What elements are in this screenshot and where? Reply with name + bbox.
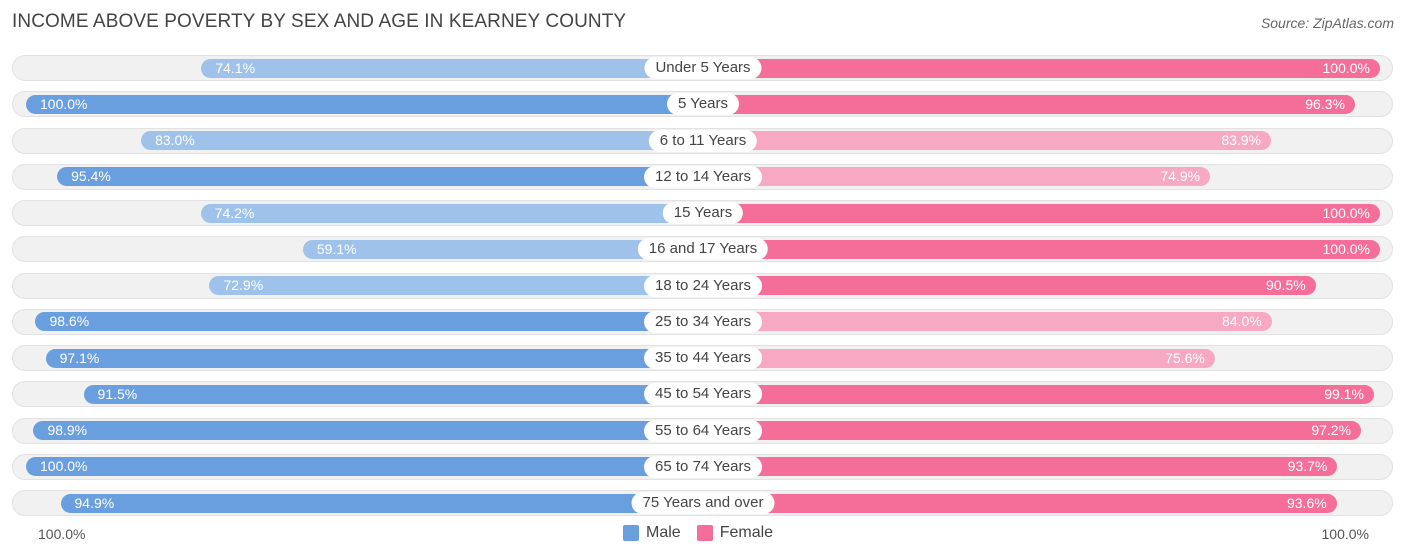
axis-left-label: 100.0%	[38, 526, 86, 542]
bar-female[interactable]	[703, 421, 1362, 440]
category-label: 65 to 74 Years	[644, 455, 762, 478]
bar-male[interactable]	[83, 384, 703, 404]
legend: Male Female	[623, 524, 789, 542]
category-label: 55 to 64 Years	[644, 419, 762, 442]
legend-swatch-male	[623, 525, 639, 541]
bar-female[interactable]	[703, 203, 1380, 223]
category-label: 18 to 24 Years	[644, 274, 762, 297]
bar-female[interactable]	[703, 276, 1316, 295]
bar-female[interactable]	[703, 167, 1211, 187]
category-label: 12 to 14 Years	[644, 165, 762, 188]
bar-female[interactable]	[703, 457, 1338, 477]
bar-female[interactable]	[703, 493, 1337, 513]
source-label: Source: ZipAtlas.com	[1260, 15, 1394, 31]
bar-label-female: 100.0%	[1322, 240, 1370, 257]
bar-label-female: 83.9%	[1221, 132, 1262, 148]
bar-male[interactable]	[45, 348, 703, 368]
bar-label-male: 97.1%	[59, 349, 100, 366]
chart-title: INCOME ABOVE POVERTY BY SEX AND AGE IN K…	[12, 11, 627, 32]
bar-label-female: 100.0%	[1322, 204, 1370, 221]
bar-label-male: 59.1%	[316, 240, 357, 257]
bar-female[interactable]	[703, 312, 1272, 332]
bar-female[interactable]	[703, 58, 1380, 78]
bar-label-female: 84.0%	[1221, 313, 1262, 330]
bar-male[interactable]	[302, 239, 703, 259]
bar-female[interactable]	[703, 131, 1271, 150]
category-label: 25 to 34 Years	[644, 310, 762, 333]
bar-label-female: 97.2%	[1311, 422, 1352, 438]
bar-label-female: 90.5%	[1265, 277, 1306, 293]
bar-label-female: 75.6%	[1165, 349, 1205, 366]
bar-male[interactable]	[141, 131, 703, 150]
category-label: 6 to 11 Years	[648, 129, 758, 152]
legend-swatch-female	[696, 525, 713, 541]
bar-male[interactable]	[209, 276, 703, 295]
bar-male[interactable]	[26, 94, 703, 114]
category-label: 75 Years and over	[631, 492, 775, 514]
bar-female[interactable]	[703, 384, 1374, 404]
bar-female[interactable]	[703, 239, 1380, 259]
category-label: 16 and 17 Years	[637, 238, 769, 261]
bar-label-male: 98.6%	[49, 313, 90, 330]
bar-label-male: 74.2%	[214, 204, 255, 221]
category-label: 35 to 44 Years	[644, 347, 762, 369]
bar-male[interactable]	[33, 421, 703, 440]
bar-male[interactable]	[35, 312, 703, 332]
bar-label-female: 99.1%	[1324, 385, 1364, 402]
bar-male[interactable]	[26, 457, 703, 477]
bar-label-female: 93.6%	[1286, 494, 1327, 511]
bar-label-male: 98.9%	[47, 422, 88, 438]
bar-label-male: 100.0%	[40, 95, 88, 112]
bar-male[interactable]	[200, 203, 703, 223]
category-label: Under 5 Years	[644, 57, 762, 79]
category-label: 5 Years	[666, 93, 740, 116]
bar-label-female: 93.7%	[1287, 458, 1328, 475]
category-label: 45 to 54 Years	[644, 383, 762, 406]
bar-label-male: 72.9%	[223, 277, 264, 293]
bar-male[interactable]	[201, 58, 703, 78]
axis-right-label: 100.0%	[1321, 526, 1369, 542]
bar-female[interactable]	[703, 94, 1355, 114]
bar-label-male: 94.9%	[74, 494, 115, 511]
bar-label-female: 74.9%	[1160, 168, 1201, 185]
bar-label-female: 96.3%	[1305, 95, 1345, 112]
legend-label-female: Female	[719, 524, 774, 541]
bar-male[interactable]	[57, 167, 703, 187]
bar-label-male: 91.5%	[97, 385, 138, 402]
bar-label-male: 100.0%	[40, 458, 88, 475]
bar-label-male: 95.4%	[71, 168, 111, 185]
legend-item-female[interactable]: Female	[696, 524, 774, 542]
legend-item-male[interactable]: Male	[623, 524, 681, 542]
legend-label-male: Male	[646, 524, 681, 541]
bar-label-male: 74.1%	[215, 59, 256, 76]
bar-label-male: 83.0%	[155, 132, 195, 148]
bar-female[interactable]	[703, 348, 1215, 368]
bar-male[interactable]	[60, 493, 703, 513]
bar-label-female: 100.0%	[1322, 59, 1370, 76]
category-label: 15 Years	[662, 202, 744, 224]
